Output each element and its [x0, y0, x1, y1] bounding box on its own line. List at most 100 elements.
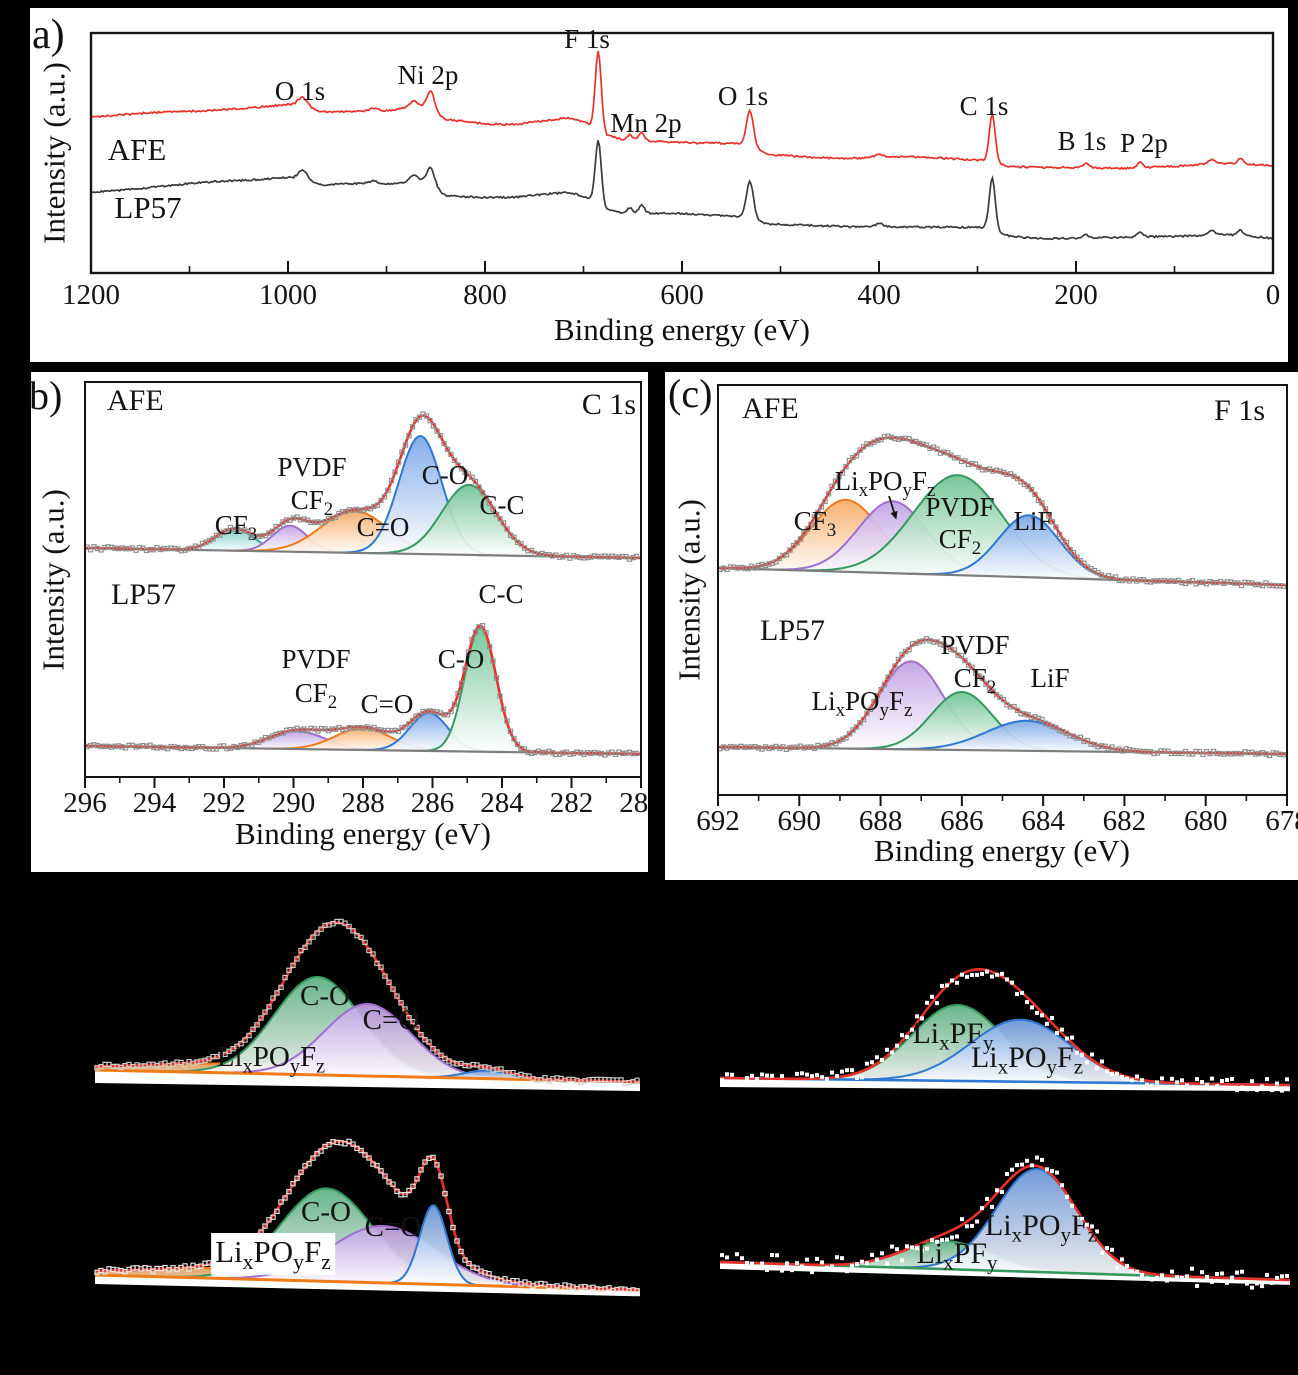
data-point — [895, 1247, 899, 1252]
data-point — [1240, 1085, 1244, 1090]
data-point — [598, 554, 605, 560]
data-point — [390, 986, 396, 992]
data-point — [497, 516, 503, 522]
data-point — [1065, 1036, 1069, 1041]
data-point — [539, 550, 545, 557]
data-point — [98, 743, 104, 750]
data-point — [584, 554, 591, 561]
data-point — [1280, 583, 1287, 589]
annotation-label: C-C — [478, 579, 523, 609]
data-point — [759, 561, 765, 568]
data-point — [750, 1261, 754, 1266]
data-point — [740, 1256, 744, 1261]
data-point — [392, 727, 398, 734]
data-point — [1030, 1163, 1034, 1168]
annotation-label: LixPOyFz — [985, 1209, 1097, 1247]
data-point — [1186, 751, 1192, 757]
data-point — [885, 433, 891, 439]
data-point — [504, 526, 510, 532]
data-point — [1158, 577, 1164, 584]
data-point — [930, 639, 937, 645]
data-point — [409, 424, 416, 430]
data-point — [462, 1257, 468, 1263]
data-point — [444, 446, 451, 452]
data-point — [450, 1224, 456, 1231]
data-point — [101, 743, 108, 750]
data-point — [780, 1074, 784, 1079]
data-point — [1021, 711, 1028, 717]
data-point — [308, 519, 314, 526]
data-point — [760, 1261, 764, 1266]
component-fill-blue — [378, 1205, 488, 1286]
annotation-label: LiF — [1030, 663, 1069, 693]
data-point — [510, 1069, 516, 1076]
data-point — [836, 474, 842, 480]
data-point — [745, 1261, 749, 1266]
data-point — [346, 507, 353, 513]
data-point — [1105, 1069, 1109, 1074]
data-point — [1259, 750, 1266, 756]
data-point — [560, 750, 566, 756]
data-point — [1245, 1281, 1249, 1286]
data-point — [825, 1076, 829, 1081]
data-point — [734, 565, 741, 571]
annotation-label: PVDF — [925, 492, 994, 522]
data-point — [386, 979, 392, 985]
data-point — [423, 413, 430, 419]
data-point — [112, 545, 118, 551]
data-point — [255, 533, 262, 539]
data-point — [1095, 744, 1101, 750]
data-point — [518, 541, 524, 547]
data-point — [1050, 1016, 1054, 1020]
data-point — [1088, 741, 1094, 747]
data-point — [310, 934, 316, 940]
data-point — [498, 1066, 504, 1072]
data-point — [1255, 1088, 1259, 1092]
data-point — [888, 670, 895, 676]
data-point — [979, 675, 986, 682]
data-point — [388, 728, 395, 734]
x-tick-label: 1200 — [62, 279, 120, 311]
data-point — [1200, 1080, 1204, 1085]
annotation-label: LixPOyFz — [812, 686, 913, 721]
data-point — [825, 491, 832, 497]
data-point — [1055, 1170, 1059, 1175]
component-fill-blue — [864, 720, 1190, 753]
data-point — [727, 743, 734, 750]
data-point — [770, 1253, 774, 1257]
data-point — [182, 744, 188, 751]
envelope-LP57 — [85, 624, 641, 756]
data-point — [832, 741, 839, 747]
data-point — [1260, 1084, 1264, 1089]
data-point — [535, 551, 542, 558]
data-point — [448, 708, 454, 715]
envelope-LP57 — [719, 1164, 1291, 1282]
data-point — [630, 554, 636, 561]
data-point — [1035, 715, 1042, 722]
data-point — [800, 1071, 804, 1076]
data-point — [1165, 1278, 1169, 1283]
annotation-label: C 1s — [582, 388, 636, 421]
data-point — [1140, 748, 1147, 755]
data-point — [1189, 577, 1196, 584]
data-point — [1039, 500, 1045, 506]
data-point — [314, 930, 320, 936]
data-point — [1032, 491, 1038, 498]
data-point — [306, 939, 312, 945]
data-point — [1011, 704, 1017, 710]
annotation-label: AFE — [107, 384, 164, 417]
data-point — [422, 1159, 428, 1165]
data-point — [1154, 578, 1161, 584]
data-point — [935, 1001, 939, 1006]
data-point — [720, 1077, 724, 1082]
annotation-label: AFE — [742, 392, 799, 425]
data-point — [1147, 579, 1154, 585]
data-point — [1053, 524, 1059, 530]
data-point — [1042, 506, 1049, 512]
data-point — [871, 699, 877, 705]
data-point — [800, 1264, 804, 1269]
data-point — [178, 548, 185, 554]
data-point — [469, 636, 475, 643]
data-point — [969, 460, 975, 467]
data-point — [1119, 577, 1126, 584]
